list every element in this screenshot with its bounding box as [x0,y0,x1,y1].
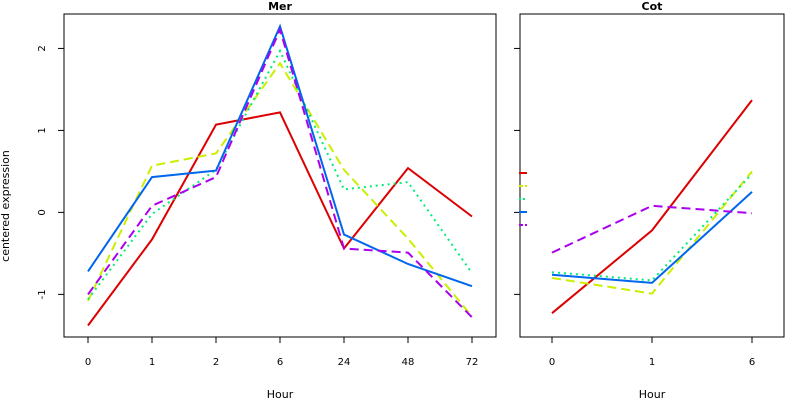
x-tick-label: 6 [277,357,283,368]
x-tick-label: 1 [149,357,155,368]
series-line-5 [551,204,753,254]
series-line-3 [87,48,473,300]
x-tick-label: 24 [338,357,351,368]
legend-marks [519,172,527,226]
panel-title: Cot [642,0,663,13]
x-tick-label: 1 [649,357,655,368]
y-tick-label: 0 [37,209,48,215]
x-tick-label: 48 [402,357,415,368]
x-tick-label: 2 [213,357,219,368]
series-line-2 [551,170,753,295]
y-tick-label: 2 [37,45,48,51]
x-axis-label: Hour [267,388,294,400]
x-tick-label: 72 [466,357,479,368]
series-line-1 [551,99,753,314]
panel-title: Mer [268,0,292,13]
y-tick-label: -1 [37,289,48,299]
panel-cot: Cot 0 1 6 Hour [514,0,785,400]
series-line-4 [87,23,473,288]
y-tick-label: 1 [37,127,48,133]
x-tick-label: 0 [85,357,91,368]
panel-mer: Mer -1 0 1 2 0 1 2 6 24 48 72 Hour [37,0,497,400]
series-line-2 [87,61,473,318]
series-line-5 [87,26,473,319]
series-line-4 [551,191,753,284]
plot-frame [519,13,785,338]
series-line-1 [87,111,473,327]
series-line-3 [551,173,753,282]
x-tick-label: 0 [549,357,555,368]
x-tick-label: 6 [749,357,755,368]
y-axis-label: centered expression [0,150,12,262]
x-axis-label: Hour [639,388,666,400]
